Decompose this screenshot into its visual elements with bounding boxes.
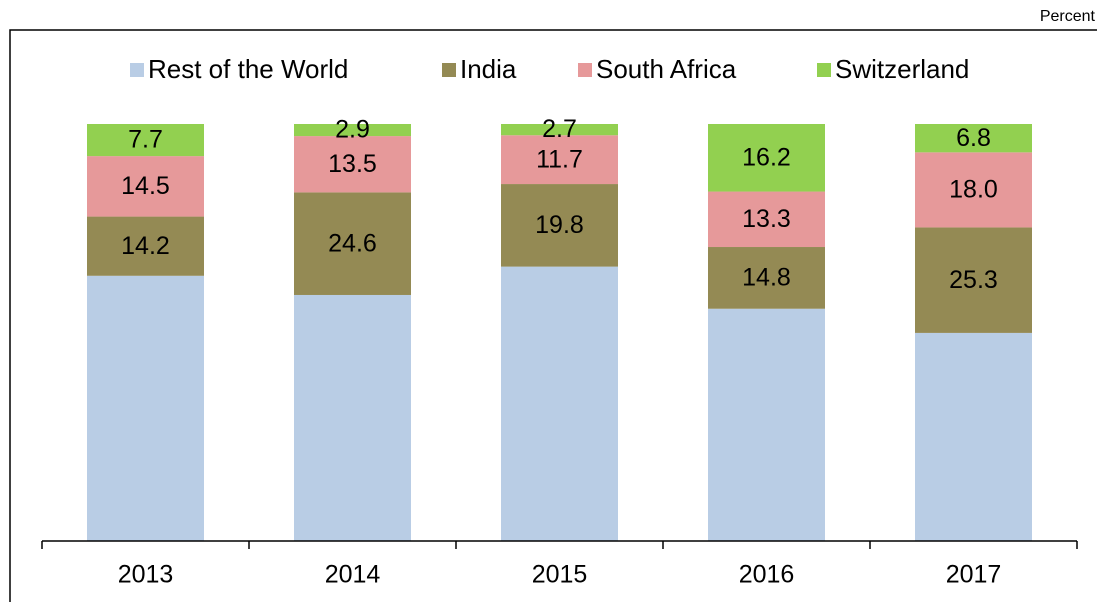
data-label: 7.7: [128, 126, 163, 154]
bar-segment: [708, 308, 825, 541]
bar-segment: [915, 124, 1032, 153]
data-label: 2.7: [542, 115, 577, 143]
legend-label: Switzerland: [835, 54, 969, 84]
legend-swatch: [442, 63, 456, 77]
data-label: 25.3: [949, 266, 998, 294]
bar-segment: [294, 192, 411, 295]
data-label: 13.3: [742, 205, 791, 233]
bar-segment: [501, 135, 618, 185]
data-label: 14.5: [121, 172, 170, 200]
bar-segment: [708, 247, 825, 309]
legend-label: South Africa: [596, 54, 737, 84]
data-label: 19.8: [535, 211, 584, 239]
legend-swatch: [578, 63, 592, 77]
legend-swatch: [817, 63, 831, 77]
legend-label: India: [460, 54, 517, 84]
data-label: 13.5: [328, 150, 377, 178]
data-label: 14.8: [742, 263, 791, 291]
bar-segment: [915, 227, 1032, 333]
legend-swatch: [130, 63, 144, 77]
data-label: 18.0: [949, 175, 998, 203]
bar-segment: [87, 156, 204, 217]
data-label: 2.9: [335, 116, 370, 144]
legend: Rest of the World India South Africa Switze…: [130, 54, 969, 84]
x-tick-label: 2014: [325, 561, 381, 589]
bar-segment: [708, 124, 825, 192]
bar-segment: [87, 216, 204, 276]
bar-segment: [501, 184, 618, 267]
bar-segment: [294, 124, 411, 137]
bar-segment: [708, 191, 825, 248]
x-tick-label: 2017: [946, 561, 1002, 589]
x-tick-label: 2015: [532, 561, 588, 589]
data-label: 6.8: [956, 124, 991, 152]
bar-segment: [915, 332, 1032, 541]
bar-segment: [294, 136, 411, 193]
bar-segment: [87, 124, 204, 157]
data-label: 14.2: [121, 232, 170, 260]
data-label: 16.2: [742, 143, 791, 171]
x-tick-label: 2013: [118, 561, 174, 589]
frame: [9, 29, 1097, 602]
bar-segment: [501, 124, 618, 136]
unit-label: Percent: [1040, 8, 1096, 25]
bar-segment: [87, 275, 204, 541]
bar-segment: [501, 266, 618, 541]
data-label: 24.6: [328, 229, 377, 257]
data-label: 11.7: [536, 145, 583, 173]
bar-segment: [294, 294, 411, 541]
x-tick-label: 2016: [739, 561, 795, 589]
legend-label: Rest of the World: [148, 54, 348, 84]
bar-segment: [915, 152, 1032, 228]
